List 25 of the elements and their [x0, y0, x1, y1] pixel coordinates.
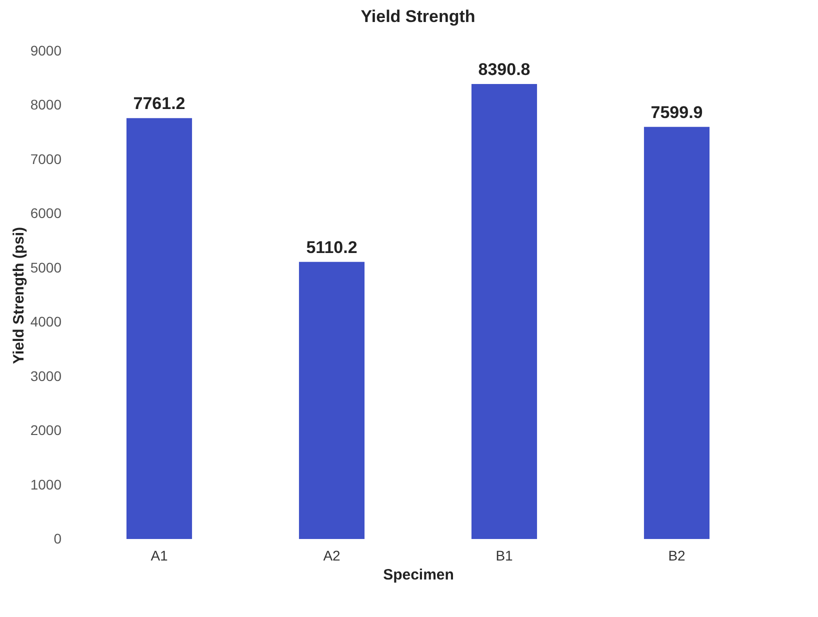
y-tick-label: 7000	[30, 150, 62, 167]
y-tick-label: 2000	[30, 422, 62, 438]
bar	[298, 262, 365, 539]
data-label: 8390.8	[478, 60, 530, 80]
data-label: 7761.2	[133, 94, 186, 114]
chart-title: Yield Strength	[360, 7, 476, 26]
y-tick-label: 8000	[30, 96, 62, 113]
data-label: 7599.9	[650, 102, 703, 122]
y-tick-label: 6000	[30, 205, 62, 222]
y-axis-title: Yield Strength (psi)	[10, 227, 28, 364]
bar	[126, 118, 192, 539]
x-tick-label: B1	[496, 548, 514, 564]
y-tick-label: 4000	[30, 314, 62, 330]
x-tick-label: A2	[323, 548, 341, 564]
y-tick-label: 9000	[30, 42, 62, 58]
data-label: 5110.2	[306, 238, 358, 257]
y-tick-label: 0	[54, 530, 62, 546]
bar	[471, 84, 538, 539]
x-tick-label: A1	[150, 548, 168, 564]
x-tick-label: B2	[668, 548, 686, 564]
y-tick-label: 1000	[30, 476, 62, 492]
y-tick-label: 5000	[30, 259, 62, 276]
bar	[644, 126, 710, 539]
y-tick-label: 3000	[30, 368, 62, 384]
x-axis-title: Specimen	[383, 566, 454, 584]
